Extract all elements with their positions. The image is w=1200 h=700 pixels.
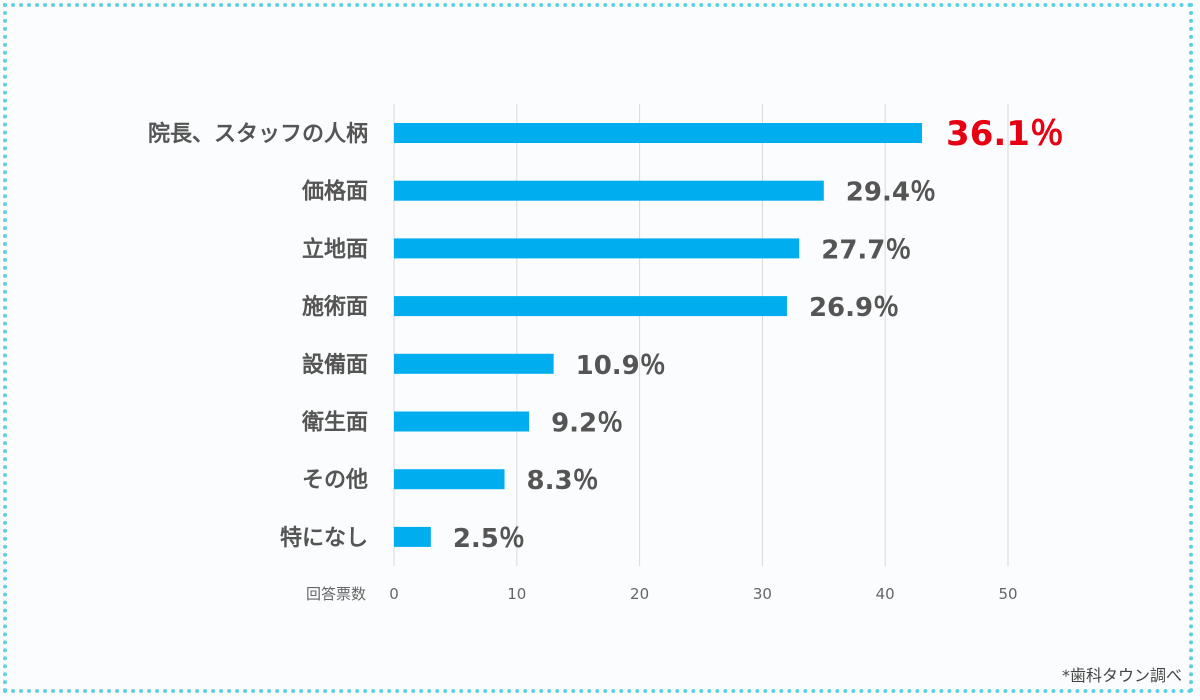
- percent-label-1: 29.4％: [846, 178, 936, 208]
- x-tick-label-1: 10: [507, 585, 526, 603]
- percent-label-7: 2.5％: [453, 524, 525, 554]
- category-label-4: 設備面: [302, 352, 368, 378]
- bar-2: [394, 238, 800, 259]
- x-tick-label-2: 20: [630, 585, 649, 603]
- x-tick-label-4: 40: [876, 585, 895, 603]
- source-footnote: *歯科タウン調べ: [1061, 666, 1182, 685]
- bar-6: [394, 469, 505, 490]
- percent-label-0: 36.1％: [946, 114, 1064, 154]
- x-tick-label-5: 50: [998, 585, 1017, 603]
- category-label-3: 施術面: [302, 294, 368, 320]
- bar-1: [394, 180, 824, 201]
- percent-label-6: 8.3％: [527, 466, 599, 496]
- category-label-0: 院長、スタッフの人柄: [148, 121, 368, 147]
- category-label-2: 立地面: [302, 236, 368, 262]
- percent-label-3: 26.9％: [809, 293, 899, 323]
- x-tick-label-0: 0: [389, 585, 399, 603]
- bar-3: [394, 296, 787, 317]
- percent-label-5: 9.2％: [551, 409, 623, 439]
- bar-7: [394, 526, 431, 547]
- percent-label-4: 10.9％: [576, 351, 666, 381]
- category-label-5: 衛生面: [301, 410, 368, 436]
- category-label-1: 価格面: [301, 179, 368, 205]
- x-axis-label: 回答票数: [306, 585, 366, 603]
- x-tick-label-3: 30: [753, 585, 772, 603]
- bar-0: [394, 123, 923, 143]
- dotted-frame: [3, 3, 1193, 693]
- category-label-7: 特になし: [280, 525, 368, 551]
- bar-5: [394, 411, 530, 432]
- bar-4: [394, 353, 554, 374]
- percent-label-2: 27.7％: [821, 235, 911, 265]
- category-label-6: その他: [302, 468, 368, 493]
